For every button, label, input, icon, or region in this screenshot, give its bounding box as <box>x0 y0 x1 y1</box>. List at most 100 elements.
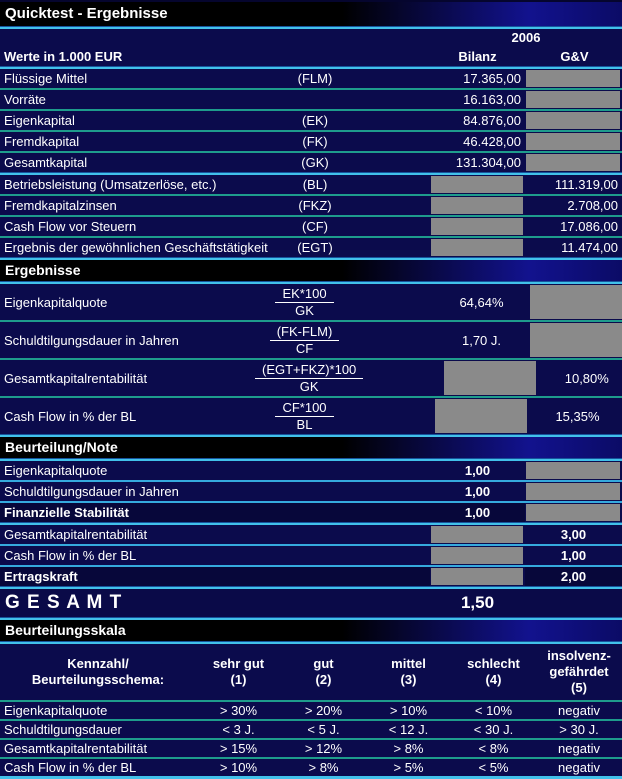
guv-value-cell: 11.474,00 <box>561 240 618 255</box>
guv-empty-cell <box>529 284 622 320</box>
formula-denominator: BL <box>296 416 313 432</box>
ratio-value-cell: 10,80% <box>564 370 609 386</box>
scale-row: Schuldtilgungsdauer < 3 J. < 5 J. < 12 J… <box>0 721 622 740</box>
bilanz-value-cell: 17.365,00 <box>463 71 521 86</box>
section-divider <box>0 617 622 620</box>
bilanz-empty-cell <box>430 238 525 257</box>
bilanz-empty-cell <box>430 175 525 194</box>
values-unit-label: Werte in 1.000 EUR <box>4 49 123 64</box>
guv-value-cell: 111.319,00 <box>554 177 618 192</box>
row-code: (FLM) <box>297 71 333 86</box>
ratio-value-cell: 15,35% <box>555 408 600 424</box>
ratio-formula: EK*100 GK <box>255 286 354 319</box>
formula-denominator: CF <box>295 340 314 356</box>
row-label: Cash Flow vor Steuern <box>4 219 137 234</box>
formula-numerator: (FK-FLM) <box>269 324 340 341</box>
section-divider <box>0 26 622 29</box>
row-code: (FK) <box>302 134 328 149</box>
ratio-label: Gesamtkapitalrentabilität <box>4 370 148 386</box>
bilanz-empty-cell <box>430 196 525 215</box>
note-label: Schuldtilgungsdauer in Jahren <box>4 484 179 499</box>
table-row: Betriebsleistung (Umsatzerlöse, etc.) (B… <box>0 175 622 196</box>
row-code: (BL) <box>302 177 328 192</box>
note-label: Gesamtkapitalrentabilität <box>4 527 148 542</box>
ratio-row: Eigenkapitalquote EK*100 GK 64,64% <box>0 284 622 322</box>
guv-empty-cell <box>525 503 622 522</box>
formula-denominator: GK <box>295 302 314 318</box>
section-divider <box>0 434 622 437</box>
row-code: (FKZ) <box>298 198 332 213</box>
ratio-row: Gesamtkapitalrentabilität (EGT+FKZ)*100 … <box>0 360 622 398</box>
ratio-value-cell: 64,64% <box>459 294 504 310</box>
bilanz-empty-cell <box>430 567 525 586</box>
scale-table-header: Kennzahl/ Beurteilungsschema: sehr gut (… <box>0 644 622 702</box>
bilanz-value-cell: 16.163,00 <box>463 92 521 107</box>
row-label: Eigenkapital <box>4 113 75 128</box>
column-header-guv: G&V <box>560 49 589 64</box>
bilanz-empty-cell <box>430 217 525 236</box>
section-divider <box>0 458 622 461</box>
ratio-value-cell: 1,70 J. <box>461 332 502 348</box>
table-row: Fremdkapitalzinsen (FKZ) 2.708,00 <box>0 196 622 217</box>
row-code: (EK) <box>302 113 328 128</box>
note-value-cell: 2,00 <box>560 569 587 584</box>
section-divider <box>0 257 622 260</box>
section-divider <box>0 522 622 525</box>
section-divider <box>0 66 622 69</box>
section-divider <box>0 586 622 589</box>
note-row-ertragskraft: Ertragskraft 2,00 <box>0 567 622 586</box>
note-row: Schuldtilgungsdauer in Jahren 1,00 <box>0 482 622 503</box>
table-row: Vorräte 16.163,00 <box>0 90 622 111</box>
section-divider <box>0 172 622 175</box>
page-title: Quicktest - Ergebnisse <box>0 0 622 26</box>
scale-col-insolvenz: insolvenz- gefährdet (5) <box>547 648 611 695</box>
guv-empty-cell <box>525 90 622 109</box>
bilanz-empty-cell <box>434 398 529 434</box>
table-row: Cash Flow vor Steuern (CF) 17.086,00 <box>0 217 622 238</box>
ratio-label: Cash Flow in % der BL <box>4 408 137 424</box>
guv-empty-cell <box>529 322 622 358</box>
bilanz-empty-cell <box>443 360 539 396</box>
row-code: (CF) <box>302 219 328 234</box>
bilanz-empty-cell <box>430 546 525 565</box>
guv-value-cell: 2.708,00 <box>567 198 618 213</box>
note-label: Ertragskraft <box>4 569 78 584</box>
ratio-formula: (EGT+FKZ)*100 GK <box>255 362 364 395</box>
scale-col-gut: gut (2) <box>313 656 334 687</box>
row-label: Flüssige Mittel <box>4 71 88 86</box>
formula-numerator: EK*100 <box>275 286 334 303</box>
bilanz-empty-cell <box>430 525 525 544</box>
section-header-ergebnisse: Ergebnisse <box>0 260 622 281</box>
table-row: Flüssige Mittel (FLM) 17.365,00 <box>0 69 622 90</box>
guv-empty-cell <box>525 111 622 130</box>
section-header-beurteilung: Beurteilung/Note <box>0 437 622 458</box>
ratio-formula: CF*100 BL <box>255 400 354 433</box>
scale-col-sehr-gut: sehr gut (1) <box>212 656 265 687</box>
guv-empty-cell <box>525 153 622 172</box>
guv-empty-cell <box>525 69 622 88</box>
scale-header-label: Kennzahl/ Beurteilungsschema: <box>31 656 165 687</box>
guv-empty-cell <box>525 132 622 151</box>
bilanz-value-cell: 46.428,00 <box>463 134 521 149</box>
table-row: Eigenkapital (EK) 84.876,00 <box>0 111 622 132</box>
scale-row: Cash Flow in % der BL > 10% > 8% > 5% < … <box>4 760 600 775</box>
row-code: (GK) <box>301 155 329 170</box>
row-label: Fremdkapital <box>4 134 80 149</box>
formula-numerator: (EGT+FKZ)*100 <box>255 362 364 379</box>
note-row: Gesamtkapitalrentabilität 3,00 <box>0 525 622 546</box>
total-label: G E S A M T <box>5 592 123 613</box>
ratio-label: Schuldtilgungsdauer in Jahren <box>4 332 179 348</box>
table-row: Ergebnis der gewöhnlichen Geschäftstätig… <box>0 238 622 257</box>
section-divider <box>0 281 622 284</box>
note-label: Eigenkapitalquote <box>4 463 108 478</box>
total-value: 1,50 <box>460 593 495 612</box>
scale-row: Gesamtkapitalrentabilität > 15% > 12% > … <box>0 740 622 759</box>
page-title-text: Quicktest - Ergebnisse <box>5 5 168 22</box>
note-value-cell: 1,00 <box>464 484 491 499</box>
row-code: (EGT) <box>297 240 333 255</box>
ratio-row: Cash Flow in % der BL CF*100 BL 15,35% <box>0 398 622 434</box>
scale-row: Eigenkapitalquote > 30% > 20% > 10% < 10… <box>0 702 622 721</box>
formula-numerator: CF*100 <box>275 400 334 417</box>
guv-empty-cell <box>525 482 622 501</box>
